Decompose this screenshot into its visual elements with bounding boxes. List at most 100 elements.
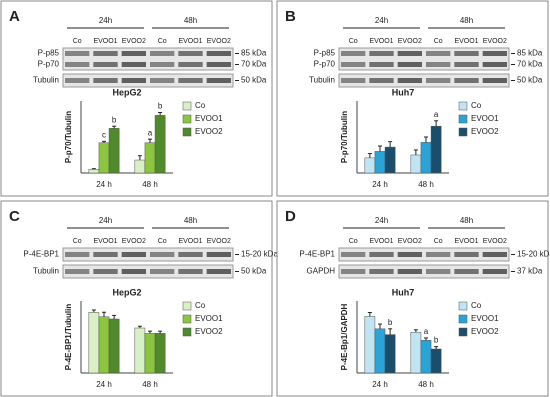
chart-title: HepG2 [112,87,141,97]
bar [134,159,146,174]
blot-band [121,62,146,67]
blot-band [397,51,422,56]
legend-swatch [458,101,468,111]
legend-swatch [182,114,192,124]
blot-band [93,252,118,257]
size-label: 15-20 kDa [241,250,278,259]
blot-band [482,51,507,56]
size-label: 50 kDa [241,76,267,85]
lane-label: EVOO2 [398,238,422,245]
group-label: 24h [375,16,388,25]
significance-label: a [434,110,439,119]
panel-letter: D [285,208,296,225]
lane-label: Co [73,38,82,45]
legend-label: Co [195,101,206,110]
legend-swatch [458,127,468,137]
bar [430,125,442,174]
blot-band [482,78,507,83]
blot-band [454,62,479,67]
size-label: 15-20 kDa [517,250,550,259]
significance-label: a [424,327,429,336]
group-label: 48h [184,16,197,25]
bar [430,348,442,374]
legend-swatch [458,314,468,324]
blot-band [206,78,231,83]
bar [134,327,146,374]
y-axis-label: P-p70/Tubulin [64,111,73,163]
bar [410,331,422,374]
bar [98,316,110,374]
legend-label: EVOO1 [471,114,499,123]
blot-band [178,252,203,257]
row-label: P-p85 [314,49,336,58]
blot-band [93,62,118,67]
blot-band [482,269,507,274]
bar [108,128,120,174]
significance-label: b [112,115,117,124]
lane-label: EVOO2 [398,38,422,45]
chart-title: Huh7 [392,87,415,97]
x-tick-label: 24 h [372,380,388,389]
blot-band [369,62,394,67]
blot-image [62,264,234,279]
blot-band [369,269,394,274]
legend-swatch [458,327,468,337]
legend-label: EVOO2 [471,327,499,336]
blot-band [150,78,175,83]
lane-label: EVOO2 [122,238,146,245]
blot-band [150,51,175,56]
legend-swatch [182,314,192,324]
lane-label: EVOO1 [93,38,117,45]
blot-band [397,62,422,67]
bar [154,115,166,174]
legend-swatch [458,301,468,311]
size-label: 70 kDa [517,60,543,69]
x-tick-label: 48 h [142,180,158,189]
legend-label: Co [195,301,206,310]
blot-band [454,252,479,257]
blot-band [178,269,203,274]
legend-label: EVOO2 [471,127,499,136]
blot-band [178,78,203,83]
lane-label: EVOO1 [454,238,478,245]
blot-band [341,252,366,257]
legend-label: EVOO1 [471,314,499,323]
blot-image [62,73,234,88]
size-label: 50 kDa [241,267,267,276]
significance-label: b [388,318,393,327]
significance-label: b [434,336,439,345]
lane-label: Co [158,238,167,245]
bar [108,318,120,374]
bar [364,316,376,374]
legend-swatch [182,127,192,137]
group-label: 48h [460,216,473,225]
blot-band [93,51,118,56]
y-axis-label: P-4E-BP1/Tubulin [64,304,73,371]
blot-band [369,252,394,257]
x-tick-label: 48 h [418,380,434,389]
panel-border [276,0,549,197]
legend-label: Co [471,101,482,110]
lane-label: Co [434,238,443,245]
bar [374,328,386,374]
blot-band [454,269,479,274]
panel-border [0,0,273,197]
group-label: 24h [375,216,388,225]
lane-label: EVOO1 [178,38,202,45]
lane-label: Co [158,38,167,45]
legend-swatch [182,327,192,337]
group-label: 48h [184,216,197,225]
lane-label: Co [434,38,443,45]
lane-label: EVOO2 [483,238,507,245]
blot-band [178,51,203,56]
blot-band [65,269,90,274]
group-label: 48h [460,16,473,25]
size-label: 70 kDa [241,60,267,69]
blot-image [338,264,510,279]
blot-band [93,269,118,274]
panel-border [276,200,549,397]
blot-band [482,252,507,257]
blot-band [121,51,146,56]
lane-label: EVOO1 [93,238,117,245]
